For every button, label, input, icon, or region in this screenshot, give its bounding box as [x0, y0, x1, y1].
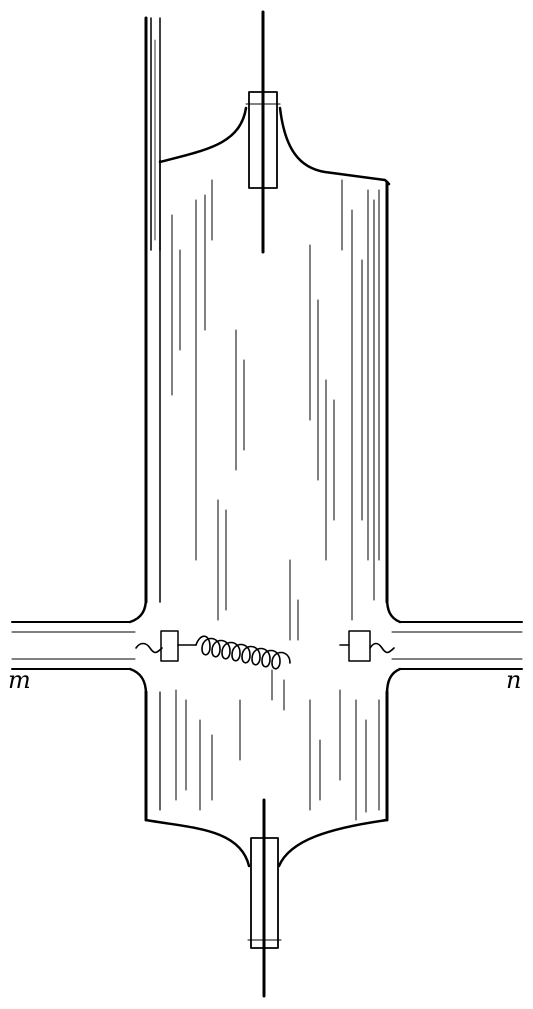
vessel-shading: [171, 179, 375, 821]
main-vessel: [144, 106, 391, 868]
label-m: m: [8, 666, 31, 694]
left-side-tube: [11, 596, 179, 696]
right-side-tube: [348, 596, 523, 696]
left-support-rod: [144, 16, 161, 252]
coiled-wire: [135, 635, 395, 670]
label-n: n: [506, 666, 522, 694]
top-electrode: [245, 10, 281, 254]
bottom-electrode: [247, 798, 282, 998]
